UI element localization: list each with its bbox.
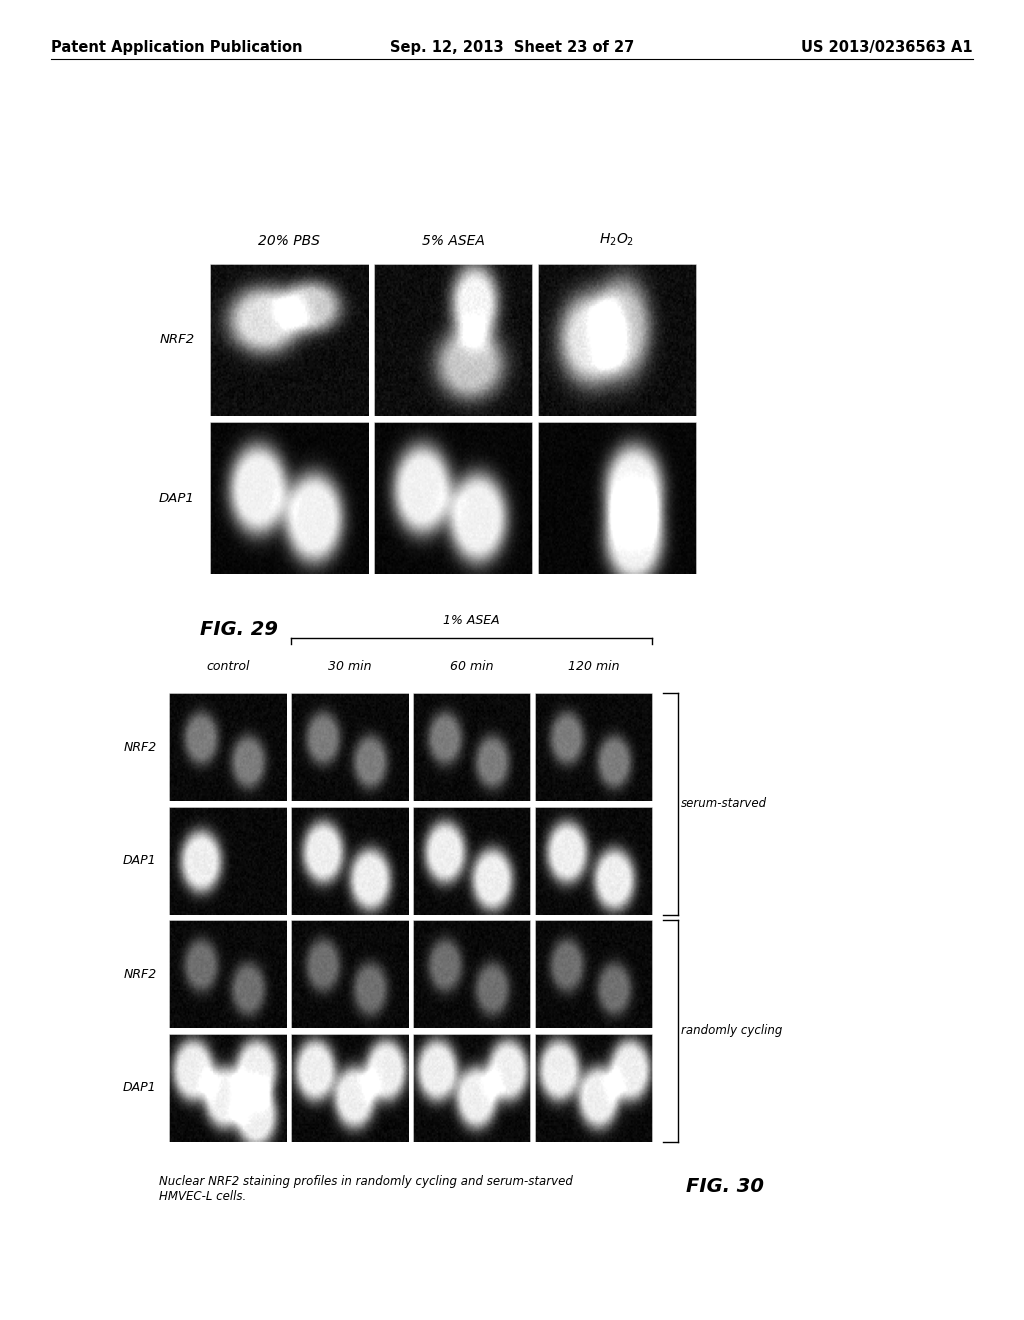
Text: 1% ASEA: 1% ASEA: [443, 614, 500, 627]
Text: 120 min: 120 min: [567, 660, 620, 673]
Text: FIG. 29: FIG. 29: [200, 620, 278, 639]
Text: Sep. 12, 2013  Sheet 23 of 27: Sep. 12, 2013 Sheet 23 of 27: [390, 40, 634, 54]
Text: serum-starved: serum-starved: [681, 797, 767, 810]
Text: Nuclear NRF2 staining profiles in randomly cycling and serum-starved
HMVEC-L cel: Nuclear NRF2 staining profiles in random…: [159, 1175, 572, 1203]
Text: NRF2: NRF2: [124, 741, 157, 754]
Text: DAP1: DAP1: [123, 1081, 157, 1094]
Text: 30 min: 30 min: [328, 660, 372, 673]
Text: randomly cycling: randomly cycling: [681, 1024, 782, 1038]
Text: DAP1: DAP1: [123, 854, 157, 867]
Text: NRF2: NRF2: [160, 334, 195, 346]
Text: 60 min: 60 min: [450, 660, 494, 673]
Text: NRF2: NRF2: [124, 968, 157, 981]
Text: $H_2O_2$: $H_2O_2$: [599, 232, 635, 248]
Text: FIG. 30: FIG. 30: [686, 1177, 764, 1196]
Text: 20% PBS: 20% PBS: [258, 234, 321, 248]
Text: DAP1: DAP1: [159, 492, 195, 504]
Text: control: control: [206, 660, 250, 673]
Text: Patent Application Publication: Patent Application Publication: [51, 40, 303, 54]
Text: US 2013/0236563 A1: US 2013/0236563 A1: [801, 40, 973, 54]
Text: 5% ASEA: 5% ASEA: [422, 234, 484, 248]
